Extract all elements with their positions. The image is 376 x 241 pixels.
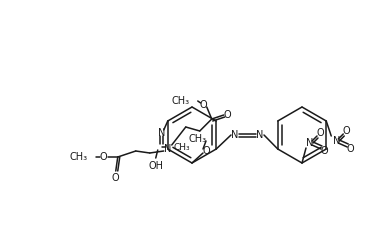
Text: N: N	[332, 136, 340, 146]
Text: O: O	[202, 146, 210, 156]
Text: N: N	[164, 144, 171, 154]
Text: O: O	[343, 126, 350, 136]
Text: CH₃: CH₃	[189, 134, 207, 144]
Text: N: N	[158, 128, 165, 138]
Text: O: O	[100, 152, 108, 162]
Text: O: O	[346, 144, 354, 154]
Text: N: N	[256, 130, 264, 140]
Text: CH₃: CH₃	[171, 96, 190, 106]
Text: CH₃: CH₃	[70, 152, 88, 162]
Text: CH₃: CH₃	[174, 142, 190, 152]
Text: O: O	[112, 173, 120, 183]
Text: O: O	[320, 146, 328, 156]
Text: OH: OH	[148, 161, 163, 171]
Text: O: O	[224, 110, 232, 120]
Text: N: N	[306, 138, 314, 148]
Text: O: O	[316, 128, 324, 138]
Text: O: O	[200, 100, 208, 110]
Text: N: N	[231, 130, 239, 140]
